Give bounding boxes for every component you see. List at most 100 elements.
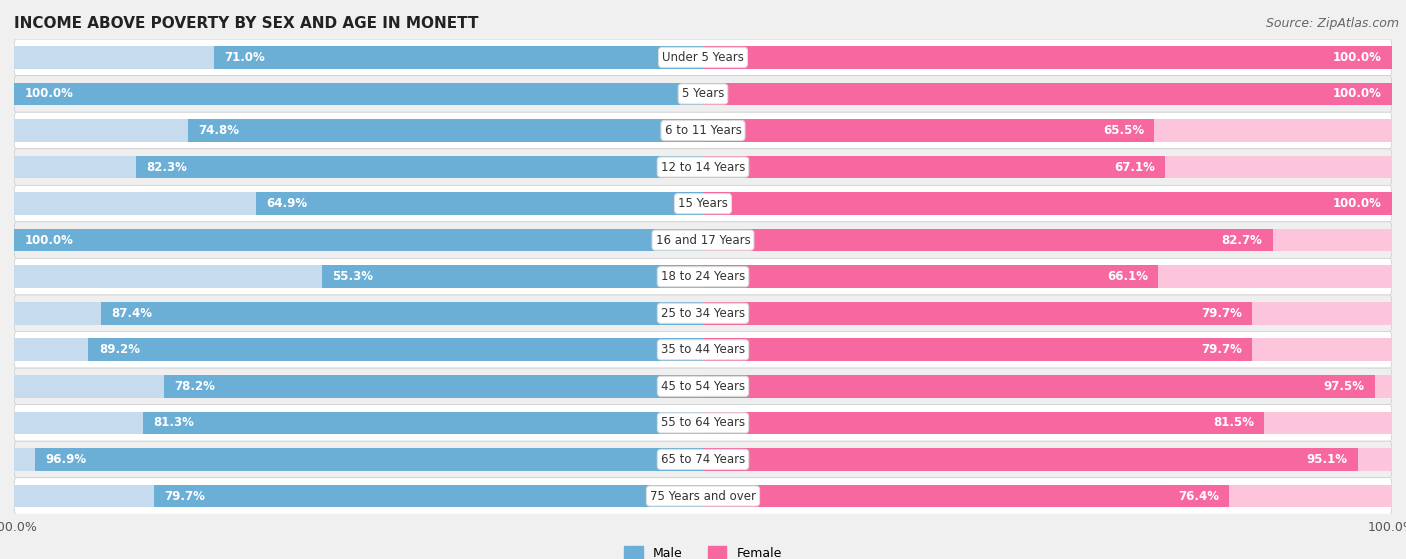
Bar: [703, 119, 1392, 142]
Bar: [14, 119, 703, 142]
Bar: [703, 46, 1392, 69]
Text: 5 Years: 5 Years: [682, 87, 724, 101]
Bar: [703, 119, 1154, 142]
Bar: [165, 375, 703, 397]
Bar: [703, 375, 1375, 397]
FancyBboxPatch shape: [14, 331, 1392, 368]
Bar: [703, 485, 1392, 508]
Bar: [703, 192, 1392, 215]
Text: 81.3%: 81.3%: [153, 416, 194, 429]
Text: 18 to 24 Years: 18 to 24 Years: [661, 270, 745, 283]
FancyBboxPatch shape: [14, 222, 1392, 258]
Text: 55 to 64 Years: 55 to 64 Years: [661, 416, 745, 429]
Text: 12 to 14 Years: 12 to 14 Years: [661, 160, 745, 173]
Text: 100.0%: 100.0%: [1333, 87, 1382, 101]
Bar: [14, 46, 703, 69]
Bar: [153, 485, 703, 508]
Text: 100.0%: 100.0%: [24, 234, 73, 247]
Text: 100.0%: 100.0%: [1333, 51, 1382, 64]
Text: 65 to 74 Years: 65 to 74 Years: [661, 453, 745, 466]
Bar: [703, 448, 1392, 471]
Bar: [703, 339, 1392, 361]
Bar: [322, 266, 703, 288]
Bar: [703, 266, 1392, 288]
Text: Under 5 Years: Under 5 Years: [662, 51, 744, 64]
FancyBboxPatch shape: [14, 149, 1392, 186]
Text: 78.2%: 78.2%: [174, 380, 215, 393]
Text: 25 to 34 Years: 25 to 34 Years: [661, 307, 745, 320]
Bar: [14, 229, 703, 252]
Text: 64.9%: 64.9%: [266, 197, 308, 210]
Text: 6 to 11 Years: 6 to 11 Years: [665, 124, 741, 137]
Text: 79.7%: 79.7%: [1201, 343, 1241, 356]
Bar: [703, 192, 1392, 215]
Bar: [703, 485, 1229, 508]
FancyBboxPatch shape: [14, 258, 1392, 295]
FancyBboxPatch shape: [14, 295, 1392, 331]
Text: 81.5%: 81.5%: [1213, 416, 1254, 429]
Bar: [89, 339, 703, 361]
Bar: [14, 375, 703, 397]
Bar: [256, 192, 703, 215]
Bar: [703, 156, 1392, 178]
Text: 79.7%: 79.7%: [165, 490, 205, 503]
Text: 89.2%: 89.2%: [98, 343, 139, 356]
Bar: [703, 266, 1159, 288]
Bar: [101, 302, 703, 325]
FancyBboxPatch shape: [14, 478, 1392, 514]
Bar: [703, 302, 1392, 325]
Bar: [136, 156, 703, 178]
Bar: [187, 119, 703, 142]
Text: 16 and 17 Years: 16 and 17 Years: [655, 234, 751, 247]
Bar: [703, 83, 1392, 105]
Text: 95.1%: 95.1%: [1306, 453, 1348, 466]
Bar: [703, 83, 1392, 105]
FancyBboxPatch shape: [14, 405, 1392, 441]
Text: Source: ZipAtlas.com: Source: ZipAtlas.com: [1265, 17, 1399, 30]
Bar: [35, 448, 703, 471]
FancyBboxPatch shape: [14, 186, 1392, 222]
FancyBboxPatch shape: [14, 75, 1392, 112]
Text: 87.4%: 87.4%: [111, 307, 152, 320]
Text: INCOME ABOVE POVERTY BY SEX AND AGE IN MONETT: INCOME ABOVE POVERTY BY SEX AND AGE IN M…: [14, 16, 478, 31]
Bar: [703, 156, 1166, 178]
FancyBboxPatch shape: [14, 368, 1392, 405]
Text: 100.0%: 100.0%: [1333, 197, 1382, 210]
Text: 79.7%: 79.7%: [1201, 307, 1241, 320]
Bar: [14, 339, 703, 361]
Text: 100.0%: 100.0%: [24, 87, 73, 101]
Bar: [14, 83, 703, 105]
Text: 66.1%: 66.1%: [1107, 270, 1149, 283]
Legend: Male, Female: Male, Female: [619, 542, 787, 559]
Text: 55.3%: 55.3%: [332, 270, 374, 283]
Bar: [703, 46, 1392, 69]
Bar: [703, 339, 1253, 361]
Text: 67.1%: 67.1%: [1114, 160, 1154, 173]
FancyBboxPatch shape: [14, 441, 1392, 478]
Bar: [14, 229, 703, 252]
Bar: [14, 83, 703, 105]
Text: 71.0%: 71.0%: [224, 51, 264, 64]
Bar: [703, 229, 1392, 252]
Text: 35 to 44 Years: 35 to 44 Years: [661, 343, 745, 356]
Bar: [14, 448, 703, 471]
Bar: [14, 192, 703, 215]
Text: 75 Years and over: 75 Years and over: [650, 490, 756, 503]
Bar: [703, 229, 1272, 252]
Bar: [703, 375, 1392, 397]
Bar: [703, 411, 1264, 434]
FancyBboxPatch shape: [14, 112, 1392, 149]
Bar: [214, 46, 703, 69]
Text: 45 to 54 Years: 45 to 54 Years: [661, 380, 745, 393]
Text: 65.5%: 65.5%: [1102, 124, 1144, 137]
Bar: [14, 302, 703, 325]
Bar: [143, 411, 703, 434]
Bar: [14, 156, 703, 178]
Bar: [703, 302, 1253, 325]
Bar: [14, 266, 703, 288]
Text: 96.9%: 96.9%: [46, 453, 87, 466]
Text: 76.4%: 76.4%: [1178, 490, 1219, 503]
FancyBboxPatch shape: [14, 39, 1392, 75]
Text: 15 Years: 15 Years: [678, 197, 728, 210]
Text: 74.8%: 74.8%: [198, 124, 239, 137]
